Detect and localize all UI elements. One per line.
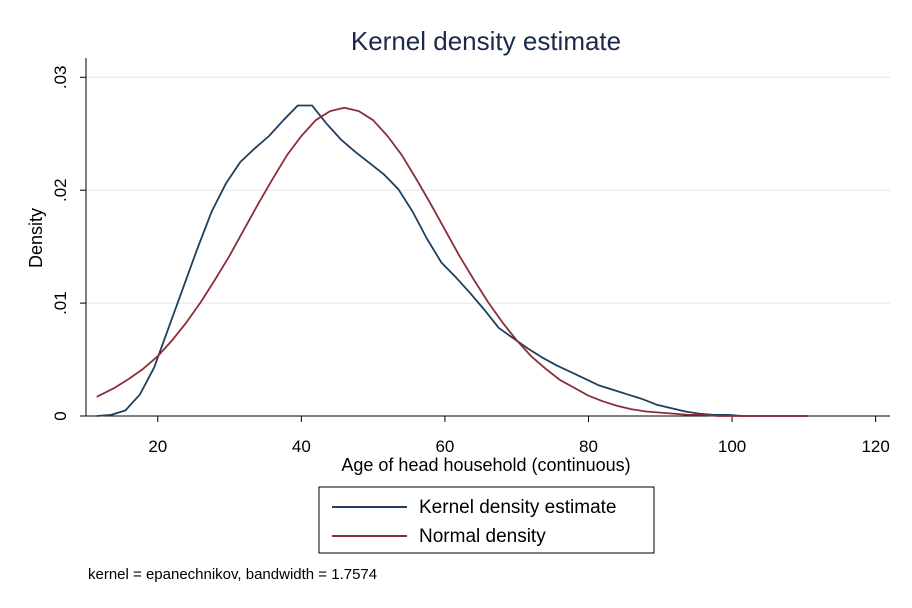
- legend: Kernel density estimate Normal density: [318, 486, 655, 554]
- y-tick-label: 0: [51, 411, 70, 420]
- x-axis-label: Age of head household (continuous): [341, 455, 630, 475]
- y-tick-label: .02: [51, 178, 70, 202]
- x-tick-label: 120: [861, 437, 889, 456]
- legend-label: Normal density: [419, 526, 546, 547]
- x-tick-label: 40: [292, 437, 311, 456]
- series-line-normal: [96, 106, 808, 417]
- kernel-note: kernel = epanechnikov, bandwidth = 1.757…: [88, 566, 378, 583]
- series-lines: [96, 104, 808, 417]
- x-tick-label: 80: [579, 437, 598, 456]
- series-line-kernel: [96, 104, 808, 417]
- x-tick-label: 20: [148, 437, 167, 456]
- y-tick-label: .03: [51, 65, 70, 89]
- y-axis-label: Density: [26, 208, 46, 268]
- x-tick-label: 60: [435, 437, 454, 456]
- y-tick-label: .01: [51, 291, 70, 315]
- legend-box: [318, 486, 655, 554]
- legend-label: Kernel density estimate: [419, 497, 617, 518]
- x-tick-label: 100: [718, 437, 746, 456]
- chart-title: Kernel density estimate: [351, 26, 621, 56]
